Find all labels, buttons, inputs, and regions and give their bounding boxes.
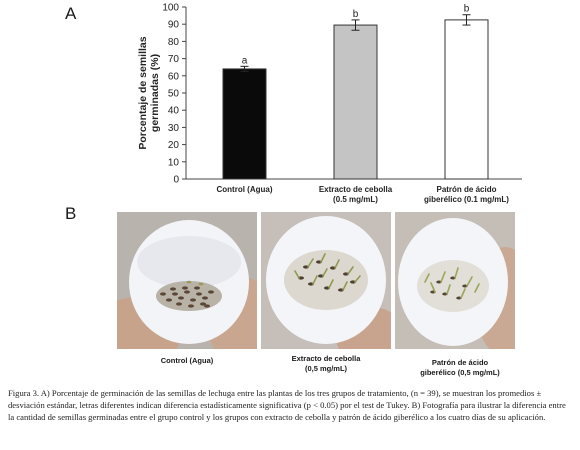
photo-caption-onion-extract: Extracto de cebolla (0,5 mg/mL): [266, 354, 386, 374]
photo-caption-control: Control (Agua): [127, 356, 247, 366]
significance-letter: b: [353, 9, 359, 20]
y-tick-label: 10: [168, 157, 180, 168]
photo-caption-line: Extracto de cebolla: [291, 354, 361, 363]
bar-chart: 0 10 20 30 40 50 60 70 80 90 100 Porcentaje de semi…: [137, 3, 522, 204]
significance-letter: b: [464, 4, 470, 15]
photo-control: [117, 212, 257, 349]
photo-caption-line: (0,5 mg/mL): [304, 364, 348, 373]
y-tick-label: 0: [173, 175, 179, 186]
y-tick-label: 80: [168, 37, 180, 48]
figure-caption: Figura 3. A) Porcentaje de germinación d…: [8, 388, 566, 422]
y-tick-label: 30: [168, 123, 180, 134]
y-tick-label: 40: [168, 106, 180, 117]
significance-letter: a: [242, 55, 248, 66]
y-tick-label: 20: [168, 140, 180, 151]
y-tick-label: 70: [168, 54, 180, 65]
y-tick-label: 90: [168, 20, 180, 31]
bar: [444, 19, 489, 180]
bar: [222, 68, 267, 180]
bar: [333, 24, 378, 180]
photo-caption-gibberellic-acid: Patrón de ácido giberélico (0,5 mg/mL): [400, 358, 520, 378]
photo-caption-line: Patrón de ácido: [431, 358, 489, 367]
x-tick-label: Patrón de ácido giberélico (0.1 mg/mL): [424, 185, 509, 204]
panel-b-label: B: [65, 204, 77, 223]
photo-caption-line: Control (Agua): [160, 356, 214, 365]
y-tick-label: 50: [168, 89, 180, 100]
photo-gibberellic-acid: [395, 212, 515, 349]
photo-onion-extract: [261, 212, 391, 349]
photo-caption-line: giberélico (0,5 mg/mL): [420, 368, 500, 377]
y-axis-title: Porcentaje de semillasgerminadas (%): [137, 36, 161, 149]
y-tick-label: 100: [162, 3, 179, 14]
x-tick-label: Extracto de cebolla (0.5 mg/mL): [319, 185, 393, 204]
x-tick-label: Control (Agua): [217, 185, 273, 194]
panel-a-label: A: [65, 4, 77, 23]
y-tick-label: 60: [168, 71, 180, 82]
